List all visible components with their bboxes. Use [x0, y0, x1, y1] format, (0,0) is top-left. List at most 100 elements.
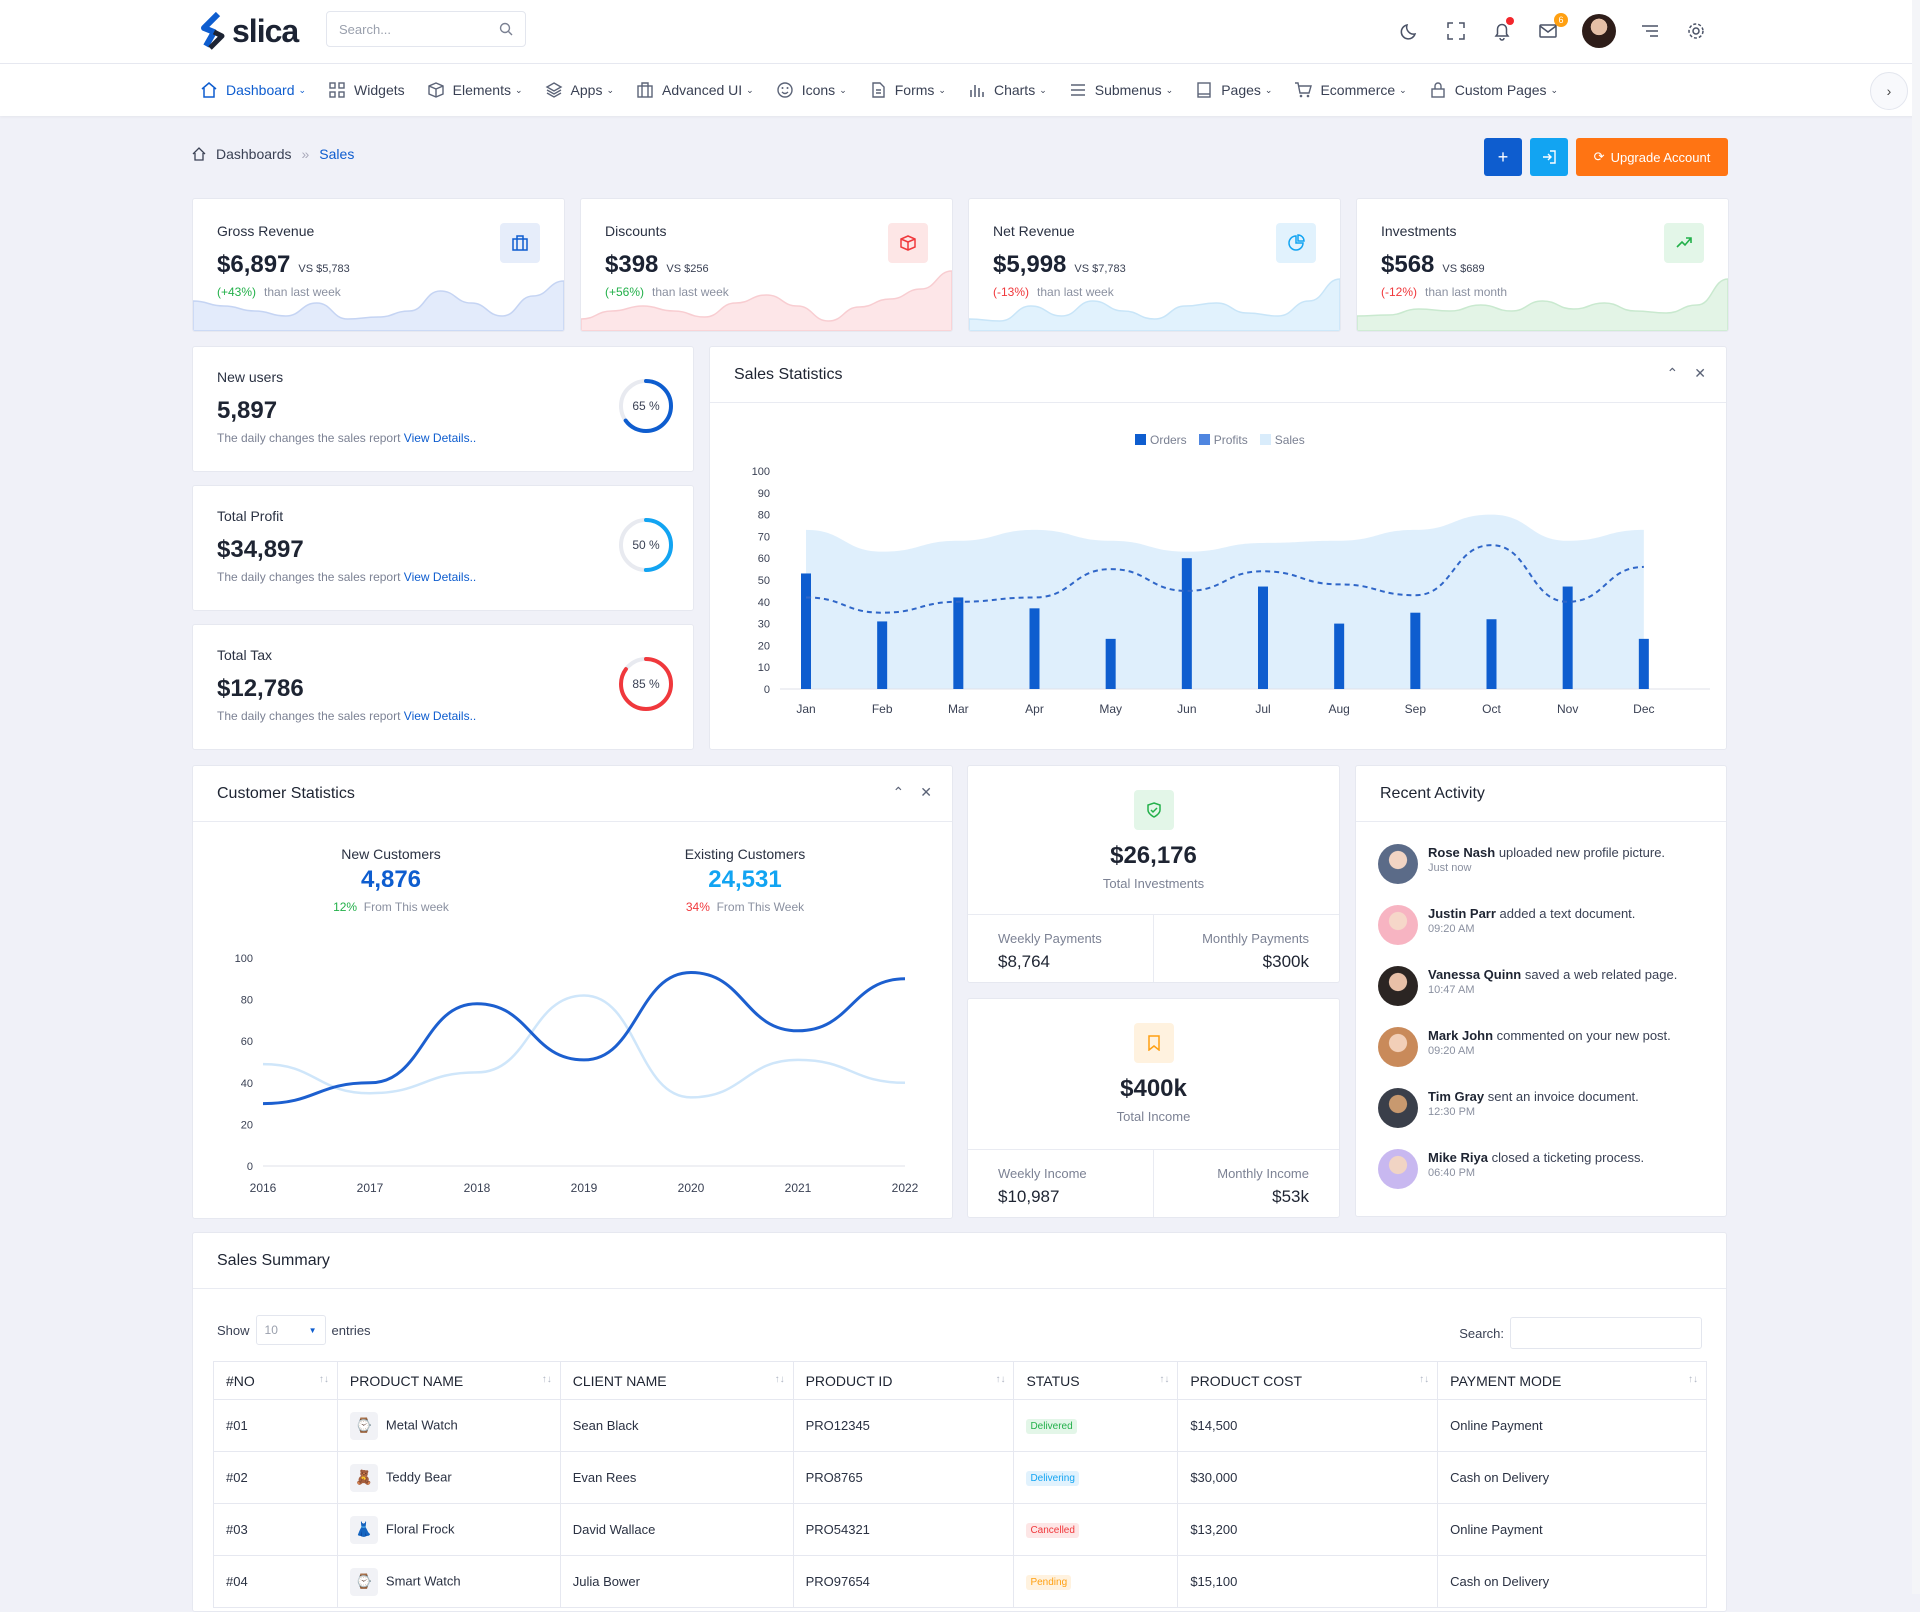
column-header[interactable]: PRODUCT NAME ↑↓ — [336, 1361, 561, 1400]
app-logo[interactable]: slica — [200, 12, 299, 50]
status-badge: Pending — [1026, 1575, 1072, 1590]
activity-action: closed a ticketing process. — [1487, 1150, 1645, 1165]
briefcase-icon — [636, 81, 654, 99]
sales-statistics-card: Sales Statistics ⌃ ✕ Orders Profits Sales 0… — [709, 346, 1727, 750]
orders-bar — [877, 621, 888, 689]
table-row[interactable]: #03 👗 Floral Frock David Wallace PRO54321 Can… — [213, 1503, 1707, 1556]
collapse-icon[interactable]: ⌃ — [1666, 365, 1679, 381]
nav-item-icons[interactable]: Icons ⌄ — [776, 81, 847, 99]
nav-item-elements[interactable]: Elements ⌄ — [427, 81, 523, 99]
menu-icon — [1069, 81, 1087, 99]
bell-icon[interactable] — [1490, 17, 1514, 43]
legend-label: Orders — [1150, 433, 1187, 447]
activity-item[interactable]: Justin Parr added a text document. 09:20 … — [1378, 905, 1635, 945]
column-header[interactable]: PRODUCT ID ↑↓ — [792, 1361, 1015, 1400]
sparkline — [193, 280, 564, 331]
activity-user[interactable]: Tim Gray — [1428, 1089, 1485, 1104]
cell-status: Cancelled — [1013, 1503, 1179, 1556]
nav-item-ecommerce[interactable]: Ecommerce ⌄ — [1294, 81, 1407, 99]
sales-area — [806, 514, 1644, 689]
kpi-change: (-13%) — [993, 285, 1030, 299]
column-header[interactable]: STATUS ↑↓ — [1013, 1361, 1179, 1400]
activity-item[interactable]: Vanessa Quinn saved a web related page. 1… — [1378, 966, 1677, 1006]
nav-item-label: Elements — [452, 82, 511, 98]
sales-summary-card: Sales Summary Show 10 ▼ entries Search: #… — [192, 1232, 1727, 1612]
column-label: #NO — [226, 1372, 255, 1389]
table-row[interactable]: #04 ⌚ Smart Watch Julia Bower PRO97654 Pendin… — [213, 1555, 1707, 1608]
close-icon[interactable]: ✕ — [920, 784, 932, 800]
nav-item-forms[interactable]: Forms ⌄ — [869, 81, 946, 99]
x-tick-label: Dec — [1633, 702, 1654, 716]
settings-icon[interactable] — [1684, 19, 1708, 43]
activity-time: 06:40 PM — [1428, 1167, 1476, 1179]
column-label: PRODUCT ID — [805, 1372, 893, 1389]
legend-item[interactable]: Orders — [1135, 433, 1187, 447]
nav-item-submenus[interactable]: Submenus ⌄ — [1069, 81, 1173, 99]
activity-item[interactable]: Mike Riya closed a ticketing process. 06:… — [1378, 1149, 1644, 1189]
activity-user[interactable]: Vanessa Quinn — [1428, 967, 1522, 982]
x-tick-label: Jun — [1177, 702, 1196, 716]
view-details-link[interactable]: View Details.. — [403, 570, 477, 584]
y-tick-label: 10 — [758, 662, 770, 674]
moon-icon[interactable] — [1398, 19, 1422, 43]
upgrade-account-button[interactable]: ⟳ Upgrade Account — [1576, 138, 1728, 176]
login-button[interactable] — [1530, 138, 1568, 176]
sparkline — [581, 270, 952, 331]
activity-user[interactable]: Justin Parr — [1428, 906, 1496, 921]
stat-description: The daily changes the sales report — [217, 709, 404, 723]
legend-swatch — [1135, 434, 1146, 445]
page-scrollbar[interactable] — [1912, 0, 1920, 1594]
search-label: Search: — [1459, 1325, 1504, 1341]
chevron-down-icon: ⌄ — [746, 84, 754, 95]
sort-icon: ↑↓ — [1159, 1374, 1170, 1385]
sales-chart: 0 10 20 30 40 50 60 70 80 90 100 Jan Feb Mar Apr May Jun… — [752, 466, 1710, 716]
progress-percent: 85 % — [632, 677, 660, 691]
collapse-icon[interactable]: ⌃ — [892, 784, 905, 800]
nav-item-apps[interactable]: Apps ⌄ — [545, 81, 614, 99]
view-details-link[interactable]: View Details.. — [403, 431, 477, 445]
legend-item[interactable]: Sales — [1259, 433, 1305, 447]
progress-percent: 50 % — [632, 538, 660, 552]
column-header[interactable]: #NO ↑↓ — [213, 1361, 338, 1400]
activity-item[interactable]: Rose Nash uploaded new profile picture. J… — [1378, 844, 1665, 884]
table-row[interactable]: #01 ⌚ Metal Watch Sean Black PRO12345 Deliver… — [213, 1399, 1707, 1452]
activity-item[interactable]: Tim Gray sent an invoice document. 12:30 … — [1378, 1088, 1639, 1128]
fullscreen-icon[interactable] — [1444, 19, 1468, 43]
x-tick-label: Apr — [1025, 702, 1044, 716]
activity-user[interactable]: Mike Riya — [1428, 1150, 1488, 1165]
mail-icon[interactable]: 6 — [1536, 13, 1568, 43]
nav-item-advanced-ui[interactable]: Advanced UI ⌄ — [636, 81, 754, 99]
entries-select[interactable]: 10 ▼ — [255, 1315, 326, 1345]
nav-item-widgets[interactable]: Widgets — [328, 81, 405, 99]
orders-bar — [1638, 638, 1649, 689]
view-details-link[interactable]: View Details.. — [403, 709, 477, 723]
activity-time: Just now — [1428, 862, 1472, 874]
nav-item-dashboard[interactable]: Dashboard ⌄ — [200, 81, 306, 99]
column-header[interactable]: PRODUCT COST ↑↓ — [1177, 1361, 1439, 1400]
user-avatar[interactable] — [1582, 14, 1616, 48]
customer-statistics-card: Customer Statistics ⌃ ✕ New Customers 4,8… — [192, 765, 953, 1219]
nav-item-custom-pages[interactable]: Custom Pages ⌄ — [1429, 81, 1558, 99]
table-row[interactable]: #02 🧸 Teddy Bear Evan Rees PRO8765 Delivering… — [213, 1451, 1707, 1504]
close-icon[interactable]: ✕ — [1694, 365, 1706, 381]
activity-user[interactable]: Rose Nash — [1428, 845, 1496, 860]
add-button[interactable]: + — [1484, 138, 1522, 176]
search-input[interactable]: Search... — [326, 11, 526, 47]
column-header[interactable]: CLIENT NAME ↑↓ — [559, 1361, 794, 1400]
smile-icon — [776, 81, 794, 99]
breadcrumb-current: Sales — [319, 146, 355, 162]
nav-scroll-right-button[interactable]: › — [1870, 72, 1908, 110]
bookmark-icon — [1133, 1023, 1174, 1063]
product-name: Teddy Bear — [385, 1468, 452, 1484]
stat-title: Total Profit — [217, 508, 284, 524]
breadcrumb-root[interactable]: Dashboards — [216, 146, 292, 162]
kpi-value: $568 — [1381, 251, 1435, 278]
legend-item[interactable]: Profits — [1198, 433, 1248, 447]
activity-item[interactable]: Mark John commented on your new post. 09:… — [1378, 1027, 1671, 1067]
menu-lines-icon[interactable] — [1638, 19, 1662, 43]
table-search-input[interactable] — [1510, 1317, 1702, 1349]
nav-item-charts[interactable]: Charts ⌄ — [968, 81, 1047, 99]
nav-item-pages[interactable]: Pages ⌄ — [1195, 81, 1272, 99]
column-header[interactable]: PAYMENT MODE ↑↓ — [1437, 1361, 1707, 1400]
activity-user[interactable]: Mark John — [1428, 1028, 1494, 1043]
